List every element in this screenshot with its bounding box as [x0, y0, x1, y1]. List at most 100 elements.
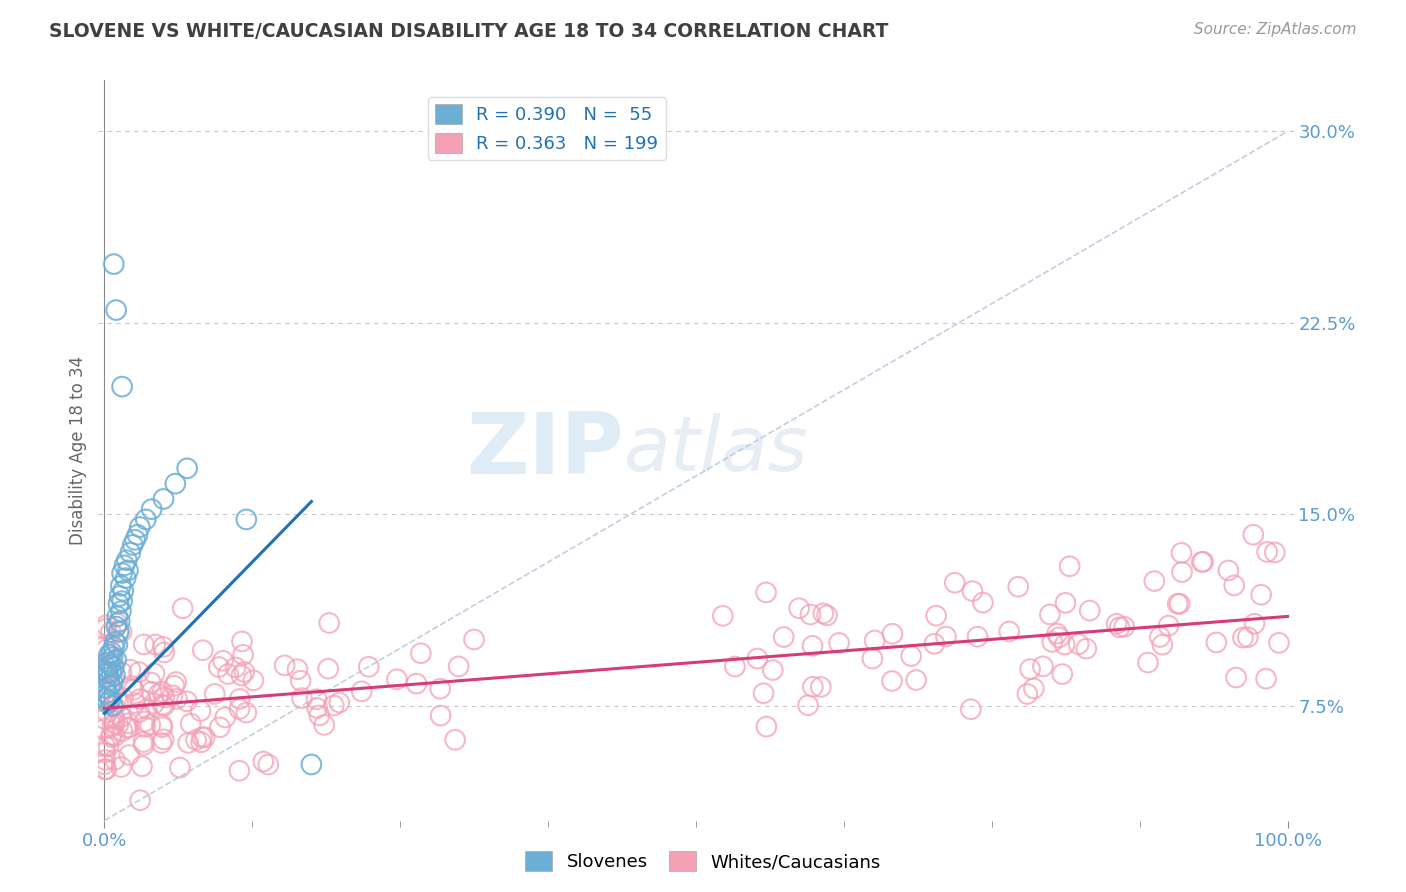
Point	[1059, 559, 1081, 574]
Point	[134, 720, 156, 734]
Point	[96, 706, 118, 720]
Point	[1047, 631, 1070, 645]
Point	[191, 643, 214, 657]
Point	[118, 721, 141, 735]
Point	[860, 651, 883, 665]
Point	[152, 685, 174, 699]
Point	[815, 608, 838, 623]
Point	[1170, 546, 1192, 560]
Point	[108, 624, 131, 639]
Point	[905, 673, 928, 687]
Point	[328, 696, 350, 710]
Point	[100, 728, 122, 742]
Point	[208, 660, 231, 674]
Point	[134, 714, 156, 729]
Point	[1046, 626, 1069, 640]
Point	[101, 698, 124, 713]
Point	[93, 757, 115, 772]
Point	[112, 583, 135, 598]
Point	[801, 680, 824, 694]
Point	[103, 640, 125, 654]
Point	[194, 731, 217, 745]
Point	[924, 637, 946, 651]
Point	[755, 585, 778, 599]
Point	[132, 735, 155, 749]
Point	[1076, 641, 1098, 656]
Point	[150, 736, 173, 750]
Point	[128, 705, 150, 719]
Point	[357, 660, 380, 674]
Point	[114, 571, 136, 585]
Point	[1040, 635, 1063, 649]
Point	[1264, 545, 1286, 559]
Point	[129, 692, 152, 706]
Point	[176, 461, 198, 475]
Point	[752, 686, 775, 700]
Text: SLOVENE VS WHITE/CAUCASIAN DISABILITY AGE 18 TO 34 CORRELATION CHART: SLOVENE VS WHITE/CAUCASIAN DISABILITY AG…	[49, 22, 889, 41]
Point	[153, 698, 176, 713]
Point	[100, 730, 122, 744]
Point	[100, 684, 122, 698]
Point	[104, 635, 127, 649]
Point	[110, 624, 132, 639]
Point	[96, 664, 118, 678]
Point	[153, 645, 176, 659]
Point	[128, 665, 150, 679]
Point	[444, 732, 467, 747]
Point	[1167, 597, 1189, 611]
Point	[229, 692, 252, 706]
Point	[998, 624, 1021, 639]
Point	[962, 584, 984, 599]
Point	[1152, 638, 1174, 652]
Point	[273, 658, 295, 673]
Point	[100, 625, 122, 640]
Point	[97, 696, 120, 710]
Point	[110, 760, 132, 774]
Point	[290, 673, 312, 688]
Point	[129, 793, 152, 807]
Point	[94, 753, 117, 767]
Point	[935, 630, 957, 644]
Point	[108, 615, 131, 629]
Legend: R = 0.390   N =  55, R = 0.363   N = 199: R = 0.390 N = 55, R = 0.363 N = 199	[427, 96, 665, 160]
Point	[204, 687, 226, 701]
Point	[724, 659, 747, 673]
Point	[94, 643, 117, 657]
Point	[863, 633, 886, 648]
Point	[1232, 631, 1254, 645]
Point	[107, 695, 129, 709]
Point	[176, 694, 198, 708]
Point	[1078, 603, 1101, 617]
Point	[966, 630, 988, 644]
Point	[1105, 616, 1128, 631]
Point	[152, 732, 174, 747]
Point	[165, 476, 187, 491]
Point	[810, 680, 832, 694]
Point	[96, 762, 118, 776]
Point	[139, 718, 162, 732]
Point	[1067, 637, 1090, 651]
Point	[228, 764, 250, 778]
Point	[747, 651, 769, 665]
Point	[107, 718, 129, 732]
Point	[98, 689, 121, 703]
Point	[107, 597, 129, 611]
Point	[1022, 681, 1045, 696]
Point	[787, 601, 810, 615]
Point	[1223, 578, 1246, 592]
Point	[1007, 580, 1029, 594]
Point	[152, 491, 174, 506]
Point	[960, 702, 983, 716]
Point	[135, 512, 157, 526]
Point	[94, 681, 117, 695]
Point	[136, 702, 159, 716]
Point	[132, 738, 155, 752]
Point	[813, 607, 835, 621]
Point	[165, 675, 187, 690]
Point	[101, 650, 124, 665]
Point	[1039, 607, 1062, 622]
Point	[94, 665, 117, 679]
Point	[103, 699, 125, 714]
Point	[217, 667, 239, 681]
Point	[314, 718, 336, 732]
